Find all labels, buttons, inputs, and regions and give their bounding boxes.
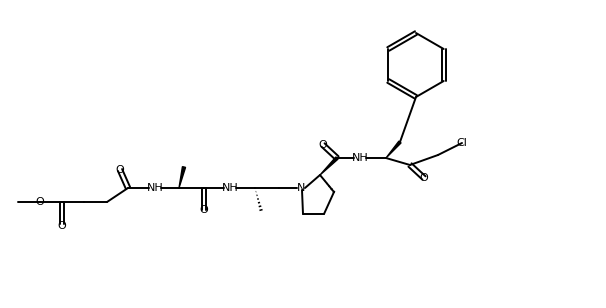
Polygon shape	[179, 167, 185, 188]
Polygon shape	[386, 141, 401, 158]
Text: NH: NH	[147, 183, 164, 193]
Text: N: N	[297, 183, 305, 193]
Polygon shape	[320, 157, 338, 175]
Text: NH: NH	[222, 183, 238, 193]
Text: O: O	[319, 140, 327, 150]
Text: O: O	[419, 173, 428, 183]
Text: O: O	[116, 165, 124, 175]
Text: NH: NH	[351, 153, 368, 163]
Text: O: O	[199, 205, 208, 215]
Text: Cl: Cl	[456, 138, 467, 148]
Text: O: O	[58, 221, 67, 231]
Text: O: O	[36, 197, 44, 207]
